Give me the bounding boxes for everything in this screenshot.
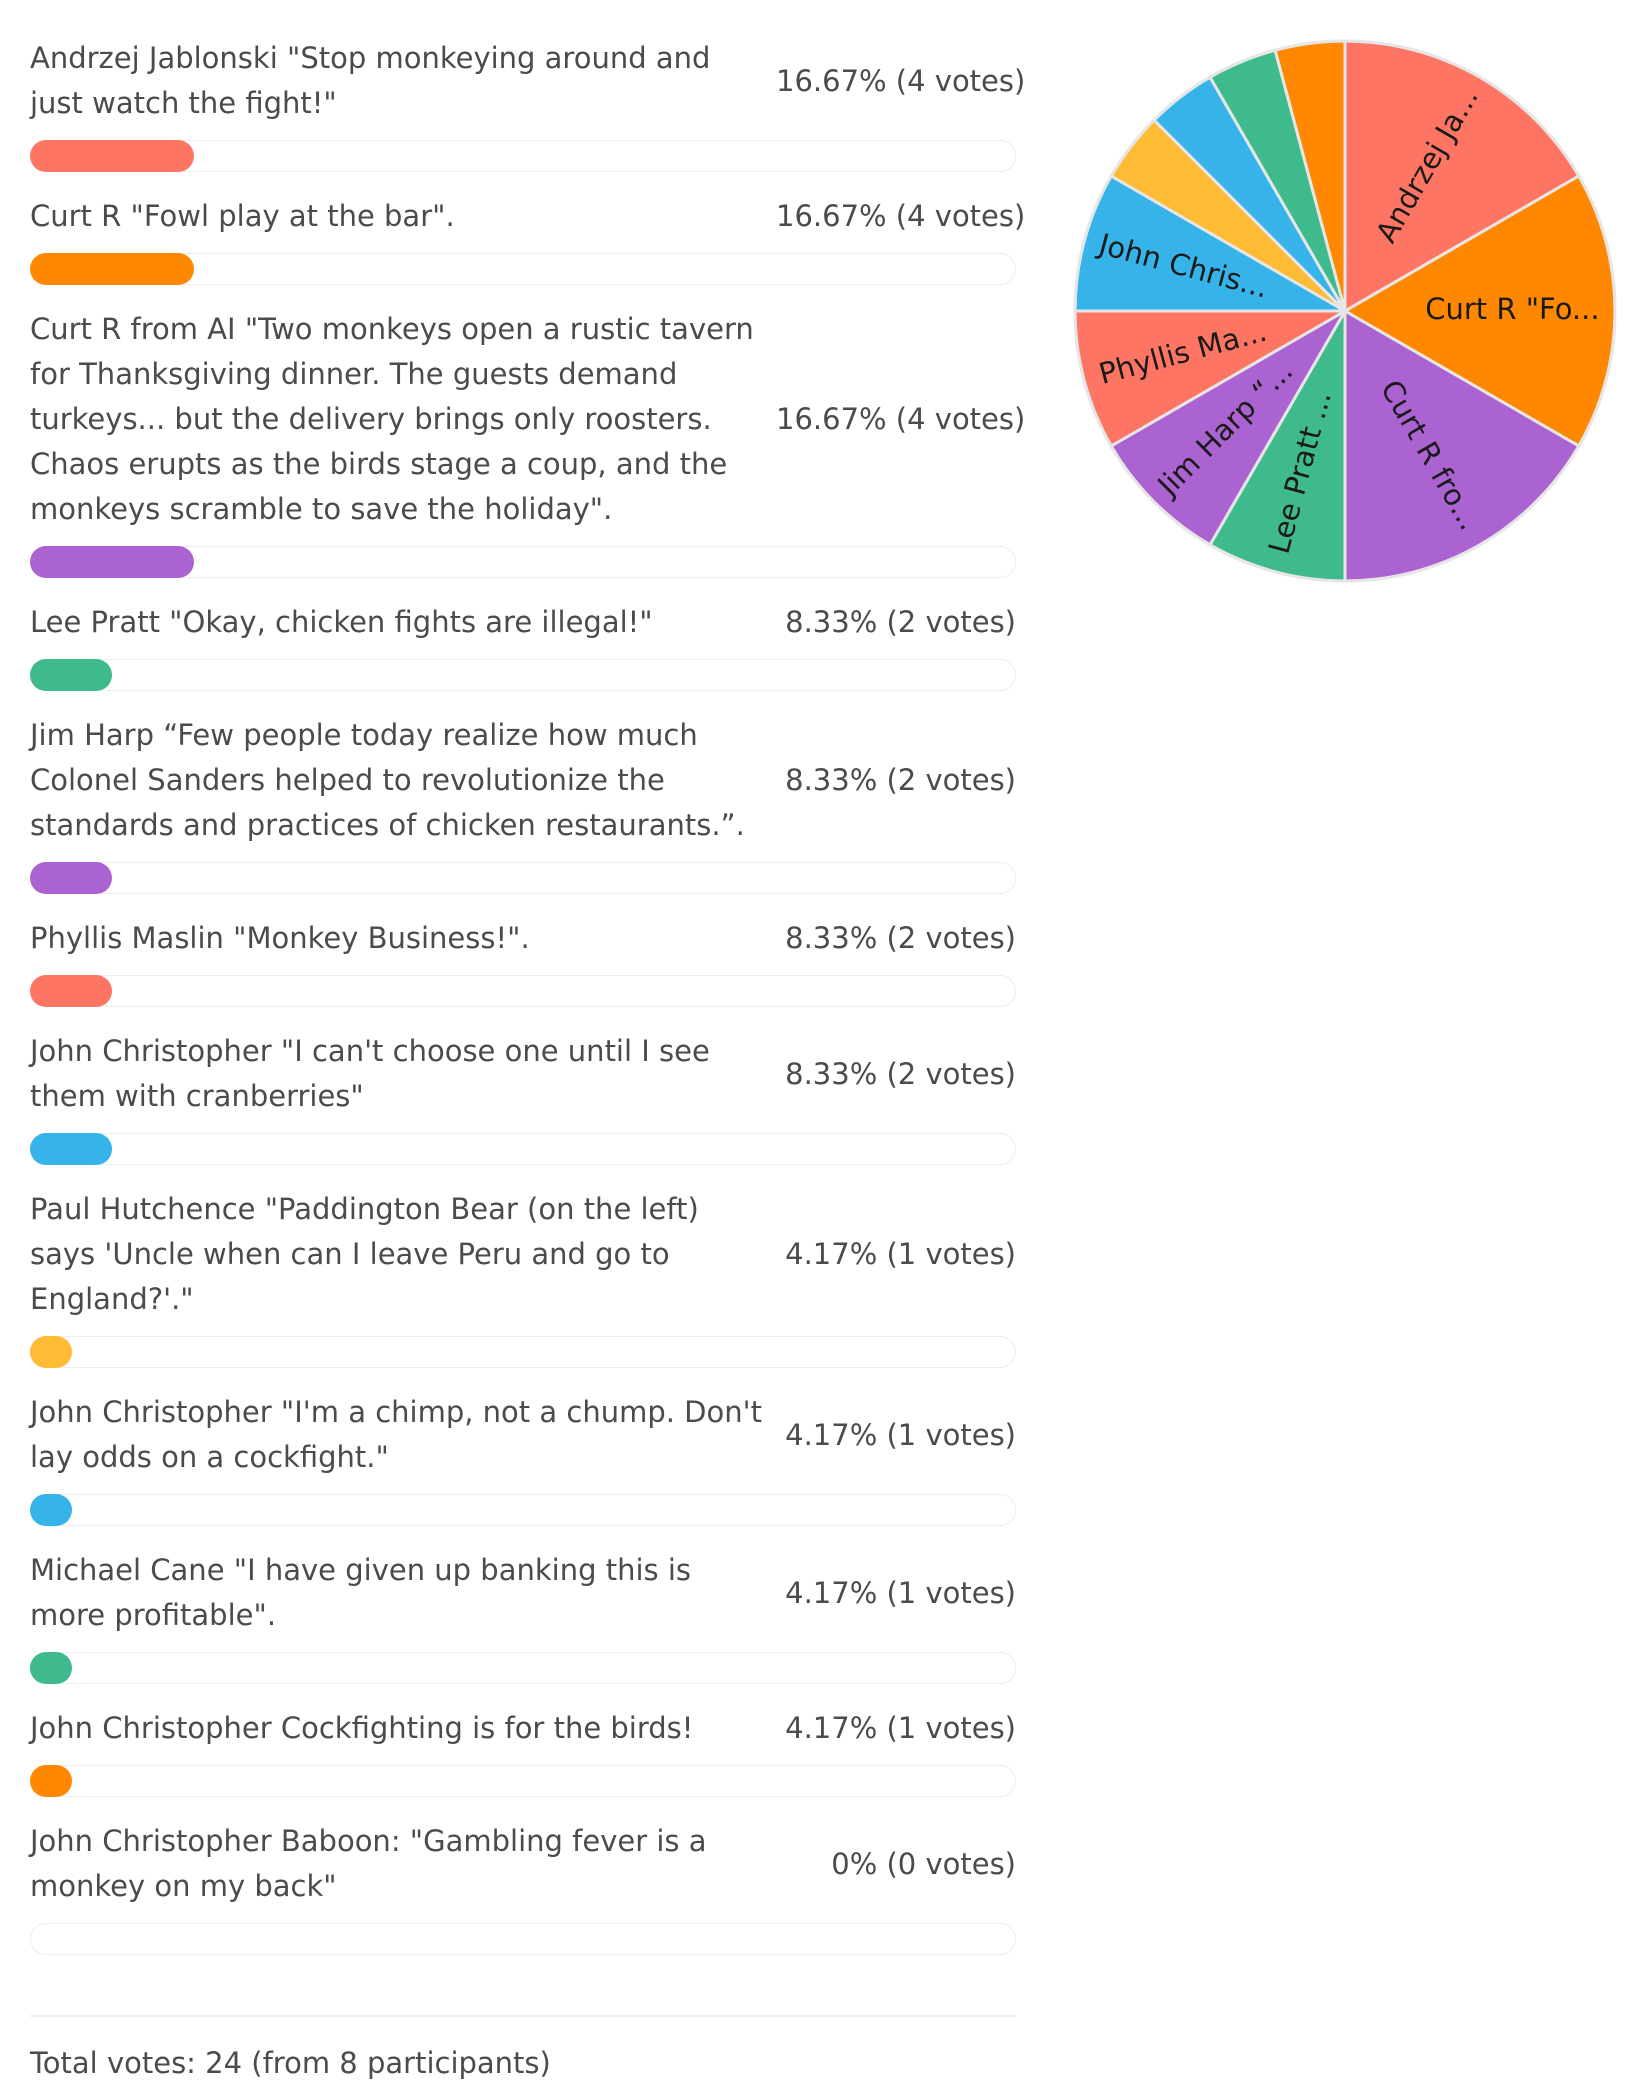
poll-option: Curt R from AI "Two monkeys open a rusti… xyxy=(30,307,1026,578)
option-progress-fill xyxy=(30,862,112,894)
poll-option: Curt R "Fowl play at the bar". 16.67% (4 … xyxy=(30,194,1026,285)
poll-option: Paul Hutchence "Paddington Bear (on the … xyxy=(30,1187,1016,1368)
poll-option: John Christopher "I can't choose one unt… xyxy=(30,1029,1016,1165)
option-progress-fill xyxy=(30,1336,72,1368)
option-label: Lee Pratt "Okay, chicken fights are ille… xyxy=(30,605,653,639)
option-progress-track xyxy=(30,1765,1016,1797)
option-percentage: 4.17% (1 votes) xyxy=(785,1417,1016,1452)
poll-option: Andrzej Jablonski "Stop monkeying around… xyxy=(30,36,1026,172)
option-percentage: 0% (0 votes) xyxy=(831,1846,1016,1881)
option-label: Curt R from AI "Two monkeys open a rusti… xyxy=(30,312,754,526)
poll-option: Jim Harp “Few people today realize how m… xyxy=(30,713,1016,894)
option-header: Curt R "Fowl play at the bar". 16.67% (4 … xyxy=(30,194,1026,239)
poll-option: John Christopher Baboon: "Gambling fever… xyxy=(30,1819,1016,1955)
option-label: Phyllis Maslin "Monkey Business!". xyxy=(30,921,530,955)
poll-option: John Christopher Cockfighting is for the… xyxy=(30,1706,1016,1797)
option-percentage: 16.67% (4 votes) xyxy=(776,199,1026,233)
pie-chart: Andrzej Ja...Curt R "Fo...Curt R fro...L… xyxy=(1073,39,1617,583)
option-progress-track xyxy=(30,1923,1016,1955)
pie-outline xyxy=(1073,39,1617,583)
option-progress-track xyxy=(30,862,1016,894)
option-percentage: 4.17% (1 votes) xyxy=(785,1575,1016,1610)
option-percentage: 8.33% (2 votes) xyxy=(785,763,1016,797)
option-progress-track xyxy=(30,1494,1016,1526)
poll-option: Lee Pratt "Okay, chicken fights are ille… xyxy=(30,600,1016,691)
option-header: Andrzej Jablonski "Stop monkeying around… xyxy=(30,36,1026,126)
option-progress-fill xyxy=(30,1765,72,1797)
option-label: John Christopher Cockfighting is for the… xyxy=(30,1711,694,1745)
option-label: Curt R "Fowl play at the bar". xyxy=(30,199,455,233)
option-percentage: 8.33% (2 votes) xyxy=(785,1056,1016,1091)
option-label: Paul Hutchence "Paddington Bear (on the … xyxy=(30,1192,699,1316)
option-progress-fill xyxy=(30,1652,72,1684)
option-header: Jim Harp “Few people today realize how m… xyxy=(30,713,1016,848)
option-label: John Christopher "I'm a chimp, not a chu… xyxy=(30,1395,762,1474)
option-progress-fill xyxy=(30,140,194,172)
option-progress-track xyxy=(30,659,1016,691)
options-list: Andrzej Jablonski "Stop monkeying around… xyxy=(30,36,1026,1955)
option-percentage: 8.33% (2 votes) xyxy=(785,605,1016,639)
option-label: Andrzej Jablonski "Stop monkeying around… xyxy=(30,41,711,120)
option-label: John Christopher Baboon: "Gambling fever… xyxy=(30,1824,707,1903)
option-progress-fill xyxy=(30,1133,112,1165)
option-progress-track xyxy=(30,1133,1016,1165)
option-label: Michael Cane "I have given up banking th… xyxy=(30,1553,692,1632)
divider xyxy=(30,2015,1016,2017)
option-progress-track xyxy=(30,1336,1016,1368)
option-header: John Christopher "I can't choose one unt… xyxy=(30,1029,1016,1119)
poll-option: John Christopher "I'm a chimp, not a chu… xyxy=(30,1390,1016,1526)
option-progress-fill xyxy=(30,1494,72,1526)
poll-option: Michael Cane "I have given up banking th… xyxy=(30,1548,1016,1684)
option-progress-fill xyxy=(30,659,112,691)
option-header: Curt R from AI "Two monkeys open a rusti… xyxy=(30,307,1026,532)
option-header: Paul Hutchence "Paddington Bear (on the … xyxy=(30,1187,1016,1322)
option-progress-track xyxy=(30,1652,1016,1684)
option-percentage: 16.67% (4 votes) xyxy=(776,63,1026,98)
option-percentage: 16.67% (4 votes) xyxy=(776,402,1026,436)
option-progress-track xyxy=(30,546,1016,578)
option-header: John Christopher Baboon: "Gambling fever… xyxy=(30,1819,1016,1909)
option-header: Michael Cane "I have given up banking th… xyxy=(30,1548,1016,1638)
option-progress-fill xyxy=(30,546,194,578)
option-header: John Christopher "I'm a chimp, not a chu… xyxy=(30,1390,1016,1480)
option-percentage: 8.33% (2 votes) xyxy=(785,921,1016,955)
option-label: John Christopher "I can't choose one unt… xyxy=(30,1034,710,1113)
option-header: Phyllis Maslin "Monkey Business!". 8.33% … xyxy=(30,916,1016,961)
option-percentage: 4.17% (1 votes) xyxy=(785,1711,1016,1745)
option-progress-fill xyxy=(30,253,194,285)
option-percentage: 4.17% (1 votes) xyxy=(785,1237,1016,1271)
option-progress-track xyxy=(30,253,1016,285)
option-header: John Christopher Cockfighting is for the… xyxy=(30,1706,1016,1751)
option-progress-fill xyxy=(30,975,112,1007)
option-label: Jim Harp “Few people today realize how m… xyxy=(30,718,745,842)
option-progress-track xyxy=(30,975,1016,1007)
pie-slice-label: Curt R "Fo... xyxy=(1425,292,1599,326)
option-progress-track xyxy=(30,140,1016,172)
poll-option: Phyllis Maslin "Monkey Business!". 8.33% … xyxy=(30,916,1016,1007)
poll-results: Andrzej Jablonski "Stop monkeying around… xyxy=(30,36,1026,2086)
option-header: Lee Pratt "Okay, chicken fights are ille… xyxy=(30,600,1016,645)
